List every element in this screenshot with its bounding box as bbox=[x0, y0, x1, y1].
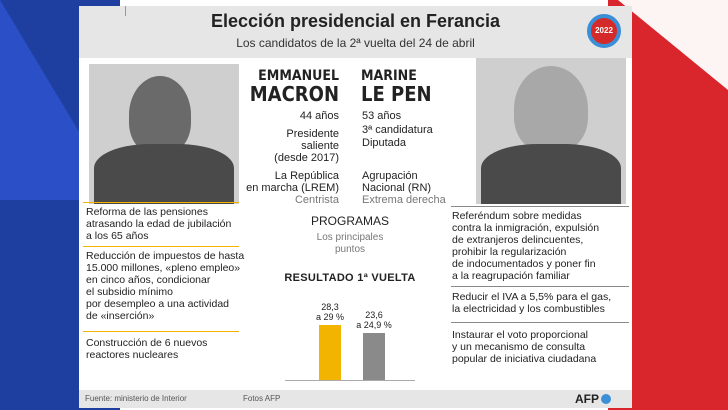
lepen-program-1-line-6: a la reagrupación familiar bbox=[452, 270, 570, 282]
macron-program-2-line-1: Reducción de impuestos de hasta bbox=[86, 250, 245, 262]
lepen-divider-3 bbox=[451, 322, 629, 323]
infographic-card: Elección presidencial en Ferancia Los ca… bbox=[79, 6, 632, 408]
flag-white-corner bbox=[618, 0, 728, 90]
page-title: Elección presidencial en Ferancia bbox=[210, 11, 501, 31]
macron-leaning: Centrista bbox=[294, 194, 339, 206]
afp-logo: AFP bbox=[575, 392, 611, 406]
bar-label-macron-line-2: a 29 % bbox=[315, 312, 345, 322]
macron-first-name: EMMANUEL bbox=[258, 68, 339, 84]
lepen-program-3-line-2: y un mecanismo de consulta bbox=[452, 341, 586, 353]
macron-role-2: saliente bbox=[301, 140, 339, 152]
macron-program-3-line-1: Construcción de 6 nuevos bbox=[86, 337, 208, 349]
macron-program-1: Reforma de las pensiones atrasando la ed… bbox=[86, 206, 251, 242]
programs-sub-line-2: puntos bbox=[334, 244, 366, 255]
lepen-program-1-line-2: contra la inmigración, expulsión bbox=[452, 222, 600, 234]
macron-party-1: La República bbox=[274, 170, 339, 182]
macron-last-name: MACRON bbox=[249, 82, 339, 106]
bar-label-lepen: 23,6 a 24,9 % bbox=[352, 310, 396, 330]
bar-label-macron: 28,3 a 29 % bbox=[308, 302, 352, 322]
macron-party-2: en marcha (LREM) bbox=[246, 182, 339, 194]
programs-subheading: Los principales puntos bbox=[285, 232, 415, 256]
macron-program-2-line-5: por desempleo a una actividad bbox=[86, 298, 230, 310]
programs-heading: PROGRAMAS bbox=[310, 214, 389, 228]
results-chart: 28,3 a 29 % 23,6 a 24,9 % bbox=[301, 288, 411, 380]
lepen-program-2-line-1: Reducir el IVA a 5,5% para el gas, bbox=[452, 291, 612, 303]
lepen-program-1-line-3: de extranjeros delincuentes, bbox=[452, 234, 584, 246]
lepen-program-2: Reducir el IVA a 5,5% para el gas, la el… bbox=[452, 291, 630, 315]
lepen-photo bbox=[476, 58, 626, 204]
macron-role-3: (desde 2017) bbox=[274, 152, 339, 164]
macron-program-2: Reducción de impuestos de hasta 15.000 m… bbox=[86, 250, 261, 322]
header: Elección presidencial en Ferancia Los ca… bbox=[79, 6, 632, 58]
source-credit: Fuente: ministerio de Interior bbox=[85, 394, 187, 403]
macron-program-1-line-3: a los 65 años bbox=[86, 230, 149, 242]
election-2022-badge: 2022 bbox=[587, 14, 621, 48]
lepen-party-1: Agrupación bbox=[362, 170, 418, 182]
results-title: RESULTADO 1ª VUELTA bbox=[284, 272, 416, 284]
footer: Fuente: ministerio de Interior Fotos AFP… bbox=[79, 390, 632, 408]
lepen-first-name: MARINE bbox=[361, 68, 417, 84]
bar-label-lepen-line-1: 23,6 bbox=[365, 310, 383, 320]
macron-photo bbox=[89, 64, 239, 204]
bar-macron bbox=[319, 325, 341, 380]
page-subtitle: Los candidatos de la 2ª vuelta del 24 de… bbox=[236, 36, 475, 50]
lepen-divider-2 bbox=[451, 286, 629, 287]
macron-divider-1 bbox=[83, 202, 239, 203]
header-tick bbox=[125, 6, 126, 16]
afp-logo-text: AFP bbox=[575, 392, 599, 406]
macron-program-3-line-2: reactores nucleares bbox=[86, 349, 179, 361]
macron-role-1: Presidente bbox=[286, 128, 339, 140]
lepen-program-3-line-1: Instaurar el voto proporcional bbox=[452, 329, 588, 341]
lepen-program-3: Instaurar el voto proporcional y un meca… bbox=[452, 329, 630, 365]
afp-logo-dot bbox=[601, 394, 611, 404]
lepen-leaning: Extrema derecha bbox=[362, 194, 446, 206]
macron-program-2-line-6: de «inserción» bbox=[86, 310, 155, 322]
lepen-program-2-line-2: la electricidad y los combustibles bbox=[452, 303, 605, 315]
macron-program-1-line-1: Reforma de las pensiones bbox=[86, 206, 208, 218]
lepen-age: 53 años bbox=[362, 110, 402, 122]
lepen-head bbox=[514, 66, 588, 152]
lepen-program-3-line-3: popular de iniciativa ciudadana bbox=[452, 353, 597, 365]
lepen-role-2: Diputada bbox=[362, 137, 407, 149]
macron-program-2-line-4: el subsidio mínimo bbox=[86, 286, 173, 298]
macron-program-3: Construcción de 6 nuevos reactores nucle… bbox=[86, 337, 251, 361]
lepen-last-name: LE PEN bbox=[361, 82, 432, 106]
macron-shoulders bbox=[94, 144, 234, 204]
bar-label-lepen-line-2: a 24,9 % bbox=[356, 320, 392, 330]
macron-head bbox=[129, 76, 191, 154]
macron-program-1-line-2: atrasando la edad de jubilación bbox=[86, 218, 232, 230]
lepen-program-1-line-4: prohibir la regularización bbox=[452, 246, 567, 258]
lepen-shoulders bbox=[481, 144, 621, 204]
programs-sub-line-1: Los principales bbox=[316, 232, 384, 243]
macron-program-2-line-3: en cinco años, condicionar bbox=[86, 274, 211, 286]
lepen-party-2: Nacional (RN) bbox=[362, 182, 432, 194]
lepen-divider-1 bbox=[451, 206, 629, 207]
lepen-role-1: 3ª candidatura bbox=[362, 124, 433, 136]
bar-label-macron-line-1: 28,3 bbox=[321, 302, 339, 312]
lepen-program-1: Referéndum sobre medidas contra la inmig… bbox=[452, 210, 630, 282]
lepen-program-1-line-1: Referéndum sobre medidas bbox=[452, 210, 582, 222]
photo-credit: Fotos AFP bbox=[243, 394, 281, 403]
macron-age: 44 años bbox=[299, 110, 339, 122]
chart-baseline bbox=[285, 380, 415, 381]
macron-divider-3 bbox=[83, 331, 239, 332]
lepen-program-1-line-5: de indocumentados y poner fin bbox=[452, 258, 596, 270]
bar-lepen bbox=[363, 333, 385, 380]
macron-divider-2 bbox=[83, 246, 239, 247]
macron-program-2-line-2: 15.000 millones, «pleno empleo» bbox=[86, 262, 241, 274]
